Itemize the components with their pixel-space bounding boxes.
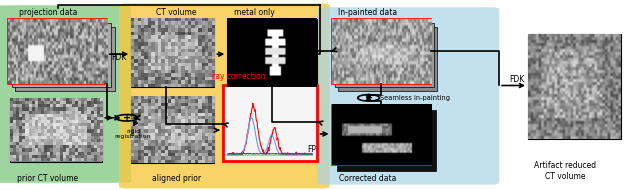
Text: rigid
registration: rigid registration (115, 129, 152, 139)
FancyBboxPatch shape (119, 3, 330, 188)
Bar (528, 34, 621, 139)
Bar (131, 97, 214, 163)
Bar (335, 23, 434, 87)
Bar (10, 99, 102, 162)
Text: metal only: metal only (234, 8, 275, 17)
Text: Artifact reduced
CT volume: Artifact reduced CT volume (534, 161, 596, 181)
Bar (332, 19, 431, 84)
Text: ray correction: ray correction (212, 72, 266, 82)
Text: +: + (123, 113, 131, 123)
Text: In-painted data: In-painted data (339, 8, 397, 17)
Bar (8, 19, 107, 84)
Bar (332, 105, 431, 165)
Bar (337, 110, 436, 171)
Text: projection data: projection data (19, 8, 77, 17)
Text: Seamless in-painting: Seamless in-painting (380, 95, 450, 101)
Bar (338, 27, 437, 91)
Text: prior CT volume: prior CT volume (17, 174, 79, 183)
FancyBboxPatch shape (317, 7, 499, 185)
Bar (223, 85, 317, 161)
Text: FDK: FDK (111, 52, 126, 62)
Text: CT volume: CT volume (156, 8, 196, 17)
Bar (15, 27, 115, 91)
Text: aligned prior: aligned prior (152, 174, 201, 183)
Text: Corrected data: Corrected data (339, 174, 397, 183)
Text: FP: FP (307, 145, 316, 154)
Bar (131, 19, 214, 87)
Text: FDK: FDK (509, 75, 524, 84)
FancyBboxPatch shape (0, 5, 131, 183)
Bar (227, 19, 317, 87)
Bar (12, 23, 111, 87)
Text: +: + (365, 93, 372, 103)
